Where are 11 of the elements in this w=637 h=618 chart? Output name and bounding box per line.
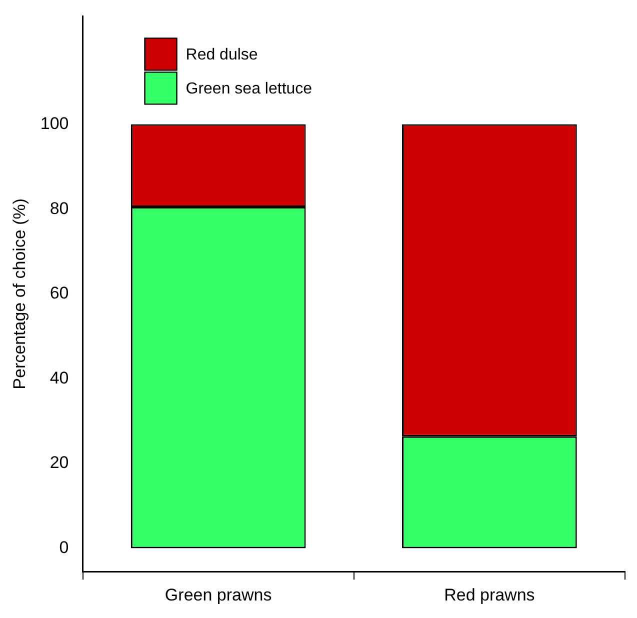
x-tick-label: Green prawns	[164, 585, 272, 604]
y-tick-label: 0	[59, 538, 69, 557]
legend-label: Green sea lettuce	[186, 80, 312, 98]
y-tick-label: 60	[50, 284, 69, 303]
y-tick-label: 40	[50, 368, 69, 388]
y-tick-label: 20	[50, 453, 69, 472]
y-axis-title: Percentage of choice (%)	[10, 198, 29, 390]
y-tick-label: 80	[50, 198, 69, 218]
y-tick-label: 100	[40, 114, 69, 133]
legend-label: Red dulse	[186, 46, 258, 64]
x-tick-label: Red prawns	[444, 585, 535, 604]
